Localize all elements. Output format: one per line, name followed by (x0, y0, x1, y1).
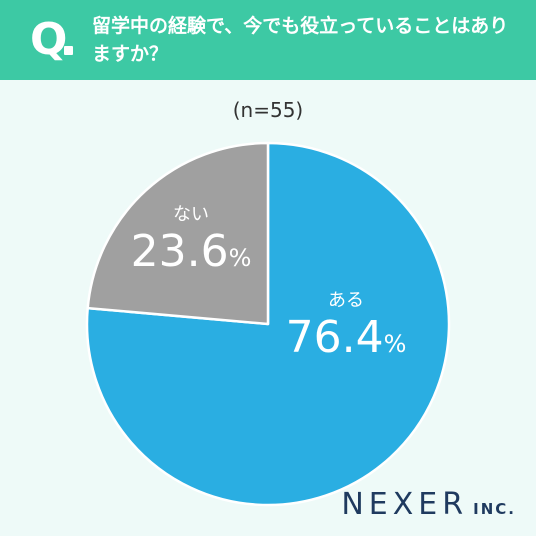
slice-unit-yes: % (383, 330, 407, 358)
pie-slice-no (86, 141, 270, 326)
sample-size-label: (n=55) (232, 98, 304, 122)
slice-label-yes: ある 76.4% (256, 286, 436, 363)
question-header: Q 留学中の経験で、今でも役立っていることはありますか？ (0, 0, 536, 80)
slice-category-yes: ある (328, 290, 364, 311)
question-dot (64, 46, 73, 55)
slice-value-yes: 76.4 (285, 312, 384, 363)
slice-unit-no: % (228, 244, 252, 272)
logo-sub: INC. (473, 500, 516, 518)
logo-main: NEXER (341, 487, 469, 522)
nexer-logo: NEXER INC. (341, 487, 516, 522)
slice-category-no: ない (173, 204, 209, 225)
question-text: 留学中の経験で、今でも役立っていることはありますか？ (92, 15, 509, 65)
question-mark: Q (30, 14, 68, 65)
slice-label-no: ない 23.6% (106, 200, 276, 277)
slice-value-no: 23.6 (130, 226, 229, 277)
